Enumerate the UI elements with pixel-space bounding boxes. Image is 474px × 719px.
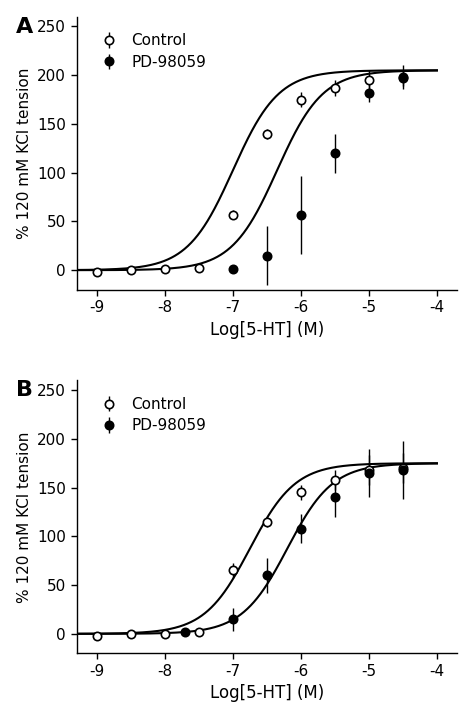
Legend: Control, PD-98059: Control, PD-98059	[89, 29, 211, 74]
Legend: Control, PD-98059: Control, PD-98059	[89, 393, 211, 438]
X-axis label: Log[5-HT] (M): Log[5-HT] (M)	[210, 684, 324, 702]
X-axis label: Log[5-HT] (M): Log[5-HT] (M)	[210, 321, 324, 339]
Y-axis label: % 120 mM KCl tension: % 120 mM KCl tension	[17, 68, 32, 239]
Text: B: B	[16, 380, 33, 400]
Text: A: A	[16, 17, 33, 37]
Y-axis label: % 120 mM KCl tension: % 120 mM KCl tension	[17, 431, 32, 603]
